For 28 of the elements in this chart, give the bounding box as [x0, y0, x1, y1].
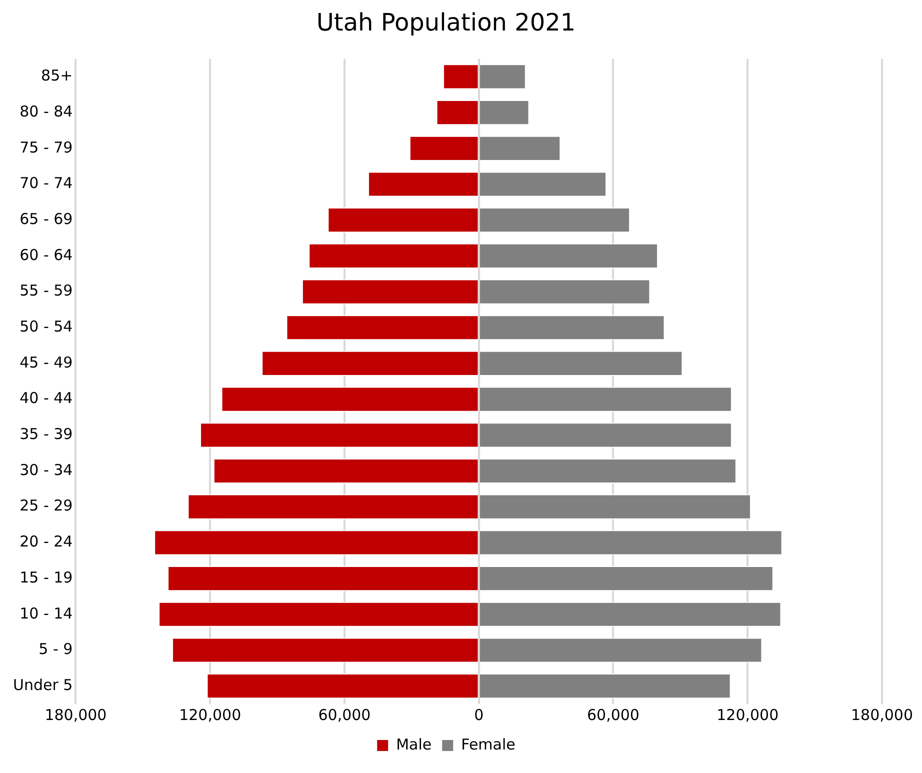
y-tick-label: 20 - 24 [20, 532, 73, 551]
y-tick-label: 10 - 14 [20, 604, 73, 622]
y-tick-label: 60 - 64 [20, 246, 73, 264]
x-tick-label: 180,000 [44, 706, 107, 724]
y-tick-label: 25 - 29 [20, 496, 73, 515]
x-tick-label: 120,000 [716, 706, 779, 724]
y-tick-label: 80 - 84 [20, 102, 73, 120]
x-tick-label: 60,000 [318, 706, 371, 724]
y-tick-label: 30 - 34 [20, 460, 73, 479]
y-tick-label: 55 - 59 [20, 282, 73, 300]
y-tick-label: Under 5 [12, 676, 73, 694]
x-tick-label: 60,000 [586, 706, 640, 724]
x-tick-label: 0 [474, 706, 484, 724]
y-tick-label: 5 - 9 [38, 640, 73, 658]
y-tick-label: 40 - 44 [20, 389, 73, 408]
y-tick-label: 85+ [41, 66, 73, 85]
y-tick-label: 75 - 79 [20, 138, 73, 156]
y-tick-label: 45 - 49 [20, 353, 73, 372]
chart-title: Utah Population 2021 [316, 8, 576, 37]
x-tick-label: 180,000 [850, 706, 914, 724]
y-tick-label: 35 - 39 [20, 425, 73, 444]
y-tick-label: 50 - 54 [20, 318, 73, 336]
y-tick-label: 70 - 74 [20, 174, 73, 192]
legend-label: Male [396, 735, 432, 754]
x-tick-label: 120,000 [179, 706, 242, 724]
y-tick-label: 65 - 69 [20, 210, 73, 228]
legend-label: Female [461, 735, 516, 754]
y-tick-label: 15 - 19 [20, 568, 73, 586]
